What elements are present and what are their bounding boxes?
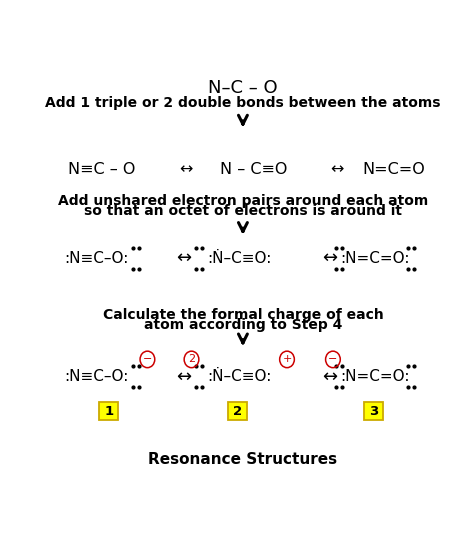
Text: :Ṅ–C≡O:: :Ṅ–C≡O: <box>207 369 272 384</box>
Text: :N≡C–O:: :N≡C–O: <box>64 369 128 384</box>
FancyBboxPatch shape <box>228 402 247 420</box>
Text: 1: 1 <box>104 405 113 418</box>
Text: :Ṅ–C≡O:: :Ṅ–C≡O: <box>207 251 272 266</box>
Text: N=C=O: N=C=O <box>362 162 425 177</box>
Text: ↔: ↔ <box>177 249 191 267</box>
Text: 3: 3 <box>369 405 378 418</box>
Text: 2: 2 <box>188 354 195 364</box>
FancyBboxPatch shape <box>99 402 118 420</box>
Text: −: − <box>143 354 152 364</box>
Text: so that an octet of electrons is around it: so that an octet of electrons is around … <box>84 204 402 218</box>
Text: Add 1 triple or 2 double bonds between the atoms: Add 1 triple or 2 double bonds between t… <box>45 96 441 110</box>
Text: −: − <box>328 354 337 364</box>
Text: :N≡C–O:: :N≡C–O: <box>64 251 128 266</box>
Text: ↔: ↔ <box>322 368 337 386</box>
Text: 2: 2 <box>233 405 242 418</box>
Text: N – C≡O: N – C≡O <box>220 162 288 177</box>
Text: +: + <box>283 354 292 364</box>
Text: :N=C=O:: :N=C=O: <box>340 369 410 384</box>
Text: N–C – O: N–C – O <box>208 79 278 97</box>
Text: ↔: ↔ <box>177 368 191 386</box>
Text: Resonance Structures: Resonance Structures <box>148 452 337 467</box>
Text: :N=C=O:: :N=C=O: <box>340 251 410 266</box>
Text: Add unshared electron pairs around each atom: Add unshared electron pairs around each … <box>58 193 428 207</box>
FancyBboxPatch shape <box>364 402 383 420</box>
Text: ↔: ↔ <box>322 249 337 267</box>
Text: N≡C – O: N≡C – O <box>68 162 135 177</box>
Text: Calculate the formal charge of each: Calculate the formal charge of each <box>102 308 383 322</box>
Text: atom according to Step 4: atom according to Step 4 <box>144 318 342 332</box>
Text: ↔: ↔ <box>179 162 192 177</box>
Text: ↔: ↔ <box>330 162 343 177</box>
